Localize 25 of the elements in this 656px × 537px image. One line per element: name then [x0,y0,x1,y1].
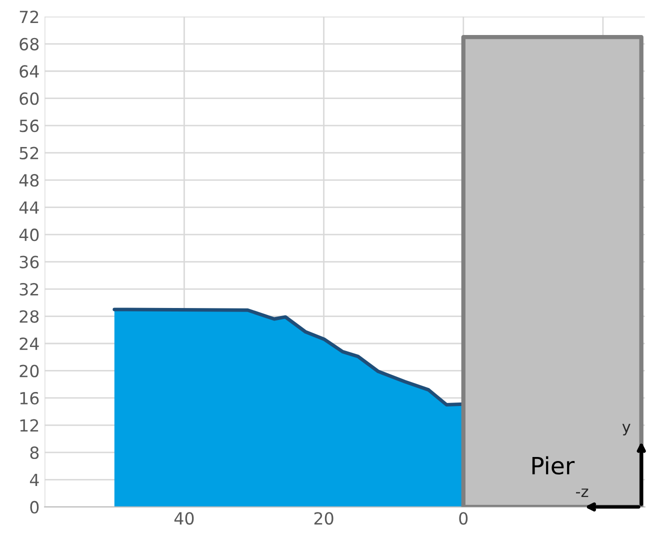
series-label: Pier [532,456,575,475]
y-tick-label: 52 [20,146,38,160]
y-tick-label: 68 [20,38,39,50]
y-tick-label: 36 [20,256,39,268]
y-tick-label: 8 [30,446,39,460]
y-tick-label: 72 [20,10,38,23]
y-tick-label: 48 [19,174,39,187]
x-tick-label: 0 [459,512,468,525]
y-tick-label: 20 [20,364,39,378]
y-tick-label: 28 [20,310,39,323]
y-tick-label: 64 [20,65,39,78]
y-tick-label: 16 [20,392,39,405]
x-tick-label: 40 [174,512,194,525]
y-tick-label: 24 [20,337,39,350]
y-tick-label: 0 [30,500,39,514]
y-tick-label: 44 [19,201,39,214]
y-tick-label: 32 [20,282,38,296]
y-tick-label: 40 [19,228,39,242]
y-tick-label: 12 [20,419,38,432]
annotation: y [622,424,630,436]
x-tick-label: 20 [314,512,334,525]
y-tick-label: 56 [20,120,39,132]
annotation: -z [576,488,588,497]
y-tick-label: 4 [30,474,39,486]
y-tick-label: 60 [20,92,39,105]
